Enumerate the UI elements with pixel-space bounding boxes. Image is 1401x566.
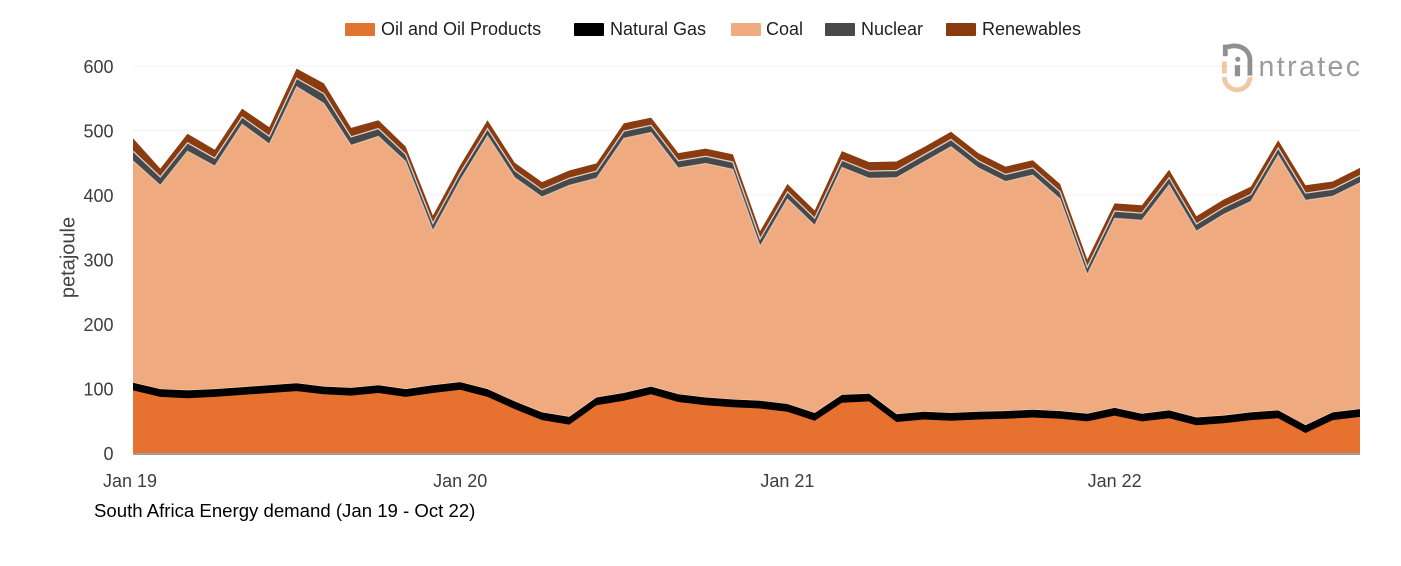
svg-text:0: 0 [103,444,113,464]
svg-text:600: 600 [83,57,113,77]
svg-text:ntratec: ntratec [1259,51,1363,83]
svg-text:Natural Gas: Natural Gas [610,19,706,39]
svg-text:Jan 20: Jan 20 [433,471,487,491]
svg-text:200: 200 [83,315,113,335]
svg-text:Jan 19: Jan 19 [103,471,157,491]
svg-text:South Africa Energy demand (Ja: South Africa Energy demand (Jan 19 - Oct… [94,500,475,521]
svg-text:Renewables: Renewables [982,19,1081,39]
svg-text:petajoule: petajoule [58,217,80,298]
svg-text:Oil and Oil Products: Oil and Oil Products [381,19,541,39]
svg-text:Coal: Coal [766,19,803,39]
svg-text:Jan 22: Jan 22 [1088,471,1142,491]
svg-text:Jan 21: Jan 21 [760,471,814,491]
svg-text:500: 500 [83,121,113,141]
svg-text:400: 400 [83,186,113,206]
svg-text:300: 300 [83,250,113,270]
svg-text:100: 100 [83,379,113,399]
svg-text:Nuclear: Nuclear [861,19,923,39]
